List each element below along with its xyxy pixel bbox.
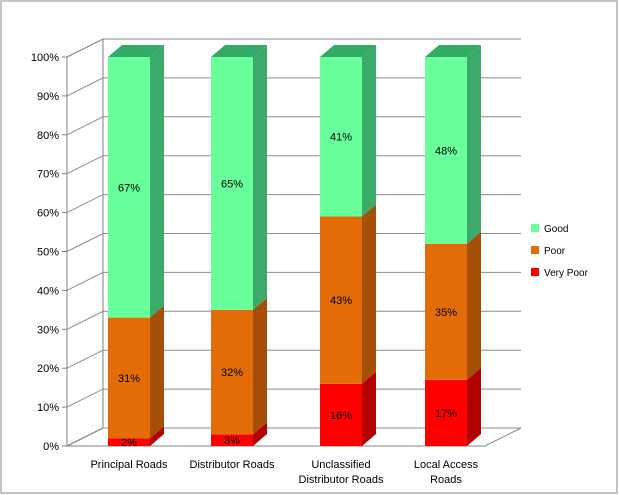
- gridline: [66, 310, 521, 330]
- bar-side: [467, 367, 481, 446]
- gridline: [66, 427, 521, 447]
- category-label: Distributor Roads: [190, 459, 275, 471]
- bar-segment: [108, 438, 150, 446]
- data-label: 32%: [221, 367, 243, 379]
- bar-segment: [211, 57, 253, 310]
- y-tick-label: 60%: [37, 208, 59, 220]
- bar-side: [467, 45, 481, 244]
- gridline: [66, 271, 521, 291]
- legend: Good Poor Very Poor: [531, 224, 589, 279]
- bar-segment: [211, 309, 253, 435]
- bar-segment: [320, 383, 362, 446]
- bar-segment: [425, 379, 467, 446]
- y-tick-label: 30%: [37, 324, 59, 336]
- data-label: 65%: [221, 178, 243, 190]
- gridline: [66, 77, 521, 97]
- bar-segment: [425, 57, 467, 244]
- bar-side: [253, 297, 267, 435]
- bar-top: [320, 45, 376, 57]
- data-label: 3%: [224, 435, 240, 447]
- category-label: Local Access: [414, 459, 479, 471]
- y-tick-label: 90%: [37, 91, 59, 103]
- y-tick-label: 0%: [43, 441, 59, 453]
- bar-segment: [211, 434, 253, 446]
- category-label: Distributor Roads: [299, 474, 384, 486]
- bar-side: [253, 45, 267, 310]
- legend-swatch: [531, 268, 539, 276]
- data-label: 48%: [435, 145, 457, 157]
- gridline: [66, 388, 521, 408]
- y-tick-label: 100%: [31, 52, 59, 64]
- gridline: [66, 194, 521, 214]
- gridline: [66, 155, 521, 175]
- y-tick-label: 20%: [37, 363, 59, 375]
- data-label: 31%: [118, 373, 140, 385]
- data-label: 16%: [330, 410, 352, 422]
- category-label: Unclassified: [311, 459, 370, 471]
- category-label: Principal Roads: [90, 459, 168, 471]
- bar-segment: [108, 57, 150, 318]
- data-label: 35%: [435, 307, 457, 319]
- bar-side: [467, 231, 481, 380]
- legend-label: Very Poor: [544, 268, 589, 279]
- gridline: [66, 38, 521, 58]
- bar-segment: [108, 317, 150, 439]
- bar-side: [362, 204, 376, 384]
- y-tick-label: 10%: [37, 402, 59, 414]
- gridline: [66, 116, 521, 136]
- gridlines: [66, 38, 521, 447]
- legend-swatch: [531, 224, 539, 232]
- data-label: 2%: [121, 437, 137, 449]
- bar-top: [425, 45, 481, 57]
- bar-side: [362, 45, 376, 217]
- legend-label: Good: [544, 224, 568, 235]
- legend-label: Poor: [544, 246, 566, 257]
- data-label: 17%: [435, 408, 457, 420]
- y-tick-label: 70%: [37, 169, 59, 181]
- legend-swatch: [531, 246, 539, 254]
- data-label: 41%: [330, 132, 352, 144]
- bar-top: [211, 45, 267, 57]
- y-axis: 0% 10% 20% 30% 40% 50% 60% 70% 80% 90% 100%: [31, 52, 67, 453]
- y-tick-label: 50%: [37, 247, 59, 259]
- bar-segment: [320, 57, 362, 217]
- bar-side: [253, 422, 267, 446]
- bar-segment: [425, 243, 467, 380]
- gridline: [66, 233, 521, 252]
- bar-side: [150, 426, 164, 446]
- bar-side: [362, 371, 376, 446]
- bar-top: [108, 45, 164, 57]
- x-axis: Principal Roads Distributor Roads Unclassi…: [90, 459, 478, 486]
- category-label: Roads: [430, 474, 462, 486]
- bar-side: [150, 305, 164, 439]
- bar-side: [150, 45, 164, 318]
- gridline: [66, 349, 521, 369]
- y-tick-label: 40%: [37, 285, 59, 297]
- data-label: 67%: [118, 182, 140, 194]
- data-label: 43%: [330, 295, 352, 307]
- bars: [108, 45, 481, 446]
- y-tick-label: 80%: [37, 130, 59, 142]
- data-labels: 2% 31% 67% 3% 32% 65% 16% 43% 41% 17% 35% 48%: [118, 132, 457, 449]
- bar-segment: [320, 216, 362, 384]
